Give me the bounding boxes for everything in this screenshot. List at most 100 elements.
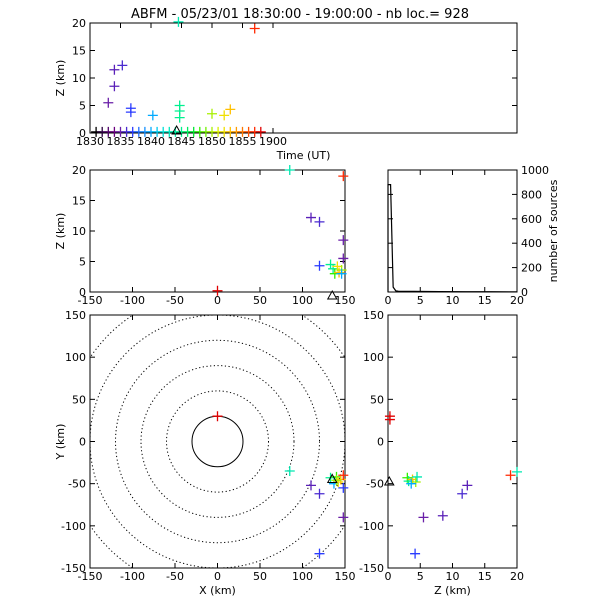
- z_y_view-xtick-label: 0: [385, 570, 392, 583]
- time_height-xtick-label: 1830: [76, 135, 104, 148]
- x_height-ytick-label: 0: [79, 286, 86, 299]
- time_height-ylabel: Z (km): [54, 60, 67, 97]
- z_y_view-ytick-label: -50: [366, 478, 384, 491]
- time_height-frame: [89, 22, 518, 134]
- time_height-xtick-label: 1900: [259, 135, 287, 148]
- z-y-view-point: [410, 548, 421, 559]
- z-y-view-point: [412, 471, 423, 482]
- plan_view-ytick-label: 0: [79, 436, 86, 449]
- time-height-point: [117, 60, 128, 71]
- time_height-ytick-label: 0: [79, 127, 86, 140]
- ground-station-marker: [171, 124, 182, 135]
- z_y_view-xtick-label: 10: [446, 570, 460, 583]
- plan-view-point: [314, 488, 325, 499]
- x_height-ylabel: Z (km): [54, 213, 67, 250]
- plan-view-point: [338, 470, 349, 481]
- plan_view-xtick-label: -50: [166, 570, 184, 583]
- x-height-point: [338, 253, 349, 264]
- x_height-frame: [89, 169, 346, 293]
- time-height-point: [109, 81, 120, 92]
- plan-view-point: [338, 512, 349, 523]
- plan_view-ytick-label: -100: [61, 520, 86, 533]
- x-height-point: [306, 212, 316, 223]
- plan_view-ytick-label: -50: [68, 478, 86, 491]
- plan_view-xtick-label: 150: [335, 570, 356, 583]
- z-y-view-point: [505, 470, 516, 481]
- z-y-view-point: [512, 466, 522, 477]
- x_height-xtick-label: 0: [214, 294, 221, 307]
- time-height-point: [225, 104, 236, 115]
- z_y_view-xtick-label: 20: [510, 570, 524, 583]
- plan_view-xtick-label: 100: [292, 570, 313, 583]
- plan_view-ytick-label: 100: [65, 351, 86, 364]
- time-height-point: [174, 112, 185, 123]
- time_height-ytick-label: 15: [72, 45, 86, 58]
- time_height-xtick-label: 1850: [198, 135, 226, 148]
- time_height-ytick-label: 20: [72, 17, 86, 30]
- time_height-xtick-label: 1845: [168, 135, 196, 148]
- ground-station-marker: [326, 473, 338, 483]
- range-ring: [115, 339, 320, 544]
- z_y_view-frame: [387, 314, 518, 569]
- x-height-point: [284, 165, 295, 175]
- time_height-ytick-label: 5: [79, 100, 86, 113]
- z_y_view-ytick-label: 0: [377, 436, 384, 449]
- time-height-point: [103, 97, 114, 108]
- height_histogram-xtick-label: 20: [510, 294, 524, 307]
- z_y_view-ytick-label: 50: [370, 393, 384, 406]
- z-y-view-point: [437, 510, 448, 521]
- height_histogram-xtick-label: 10: [446, 294, 460, 307]
- z_y_view-xtick-label: 15: [478, 570, 492, 583]
- plan-view-point: [314, 548, 325, 559]
- z_y_view-xlabel: Z (km): [434, 584, 471, 597]
- time_height-xtick-label: 1855: [229, 135, 257, 148]
- z-y-view-point: [410, 476, 421, 487]
- x_height-xtick-label: -100: [120, 294, 145, 307]
- range-ring: [191, 415, 244, 468]
- z_y_view-ytick-label: -150: [359, 562, 384, 575]
- ground-station-marker: [326, 289, 338, 300]
- x-height-point: [336, 268, 347, 279]
- height_histogram-ytick-label: 400: [521, 237, 542, 250]
- height_histogram-xtick-label: 5: [417, 294, 424, 307]
- time-height-point: [207, 108, 217, 119]
- plan_view-ytick-label: -150: [61, 562, 86, 575]
- x-height-point: [338, 235, 349, 246]
- time-height-point: [255, 126, 266, 137]
- plan_view-ytick-label: 150: [65, 309, 86, 322]
- x-height-point: [338, 171, 349, 182]
- x-height-point: [212, 285, 223, 296]
- plan_view-xtick-label: 0: [214, 570, 221, 583]
- plan_view-frame: [89, 314, 346, 569]
- x-height-point: [325, 259, 336, 270]
- plan_view-ylabel: Y (km): [54, 424, 67, 461]
- plan-view-point: [338, 482, 349, 493]
- height_histogram-ytick-label: 1000: [521, 164, 549, 177]
- x-height-point: [328, 263, 339, 274]
- x_height-ytick-label: 20: [72, 164, 86, 177]
- time-height-point: [109, 64, 120, 75]
- x-height-point: [314, 216, 325, 227]
- plan-view-point: [284, 466, 295, 477]
- plan-view-point: [331, 475, 342, 486]
- plan-view-point: [306, 480, 316, 491]
- x_height-xtick-label: -150: [78, 294, 103, 307]
- time_height-xtick-label: 1835: [107, 135, 135, 148]
- range-ring: [166, 390, 269, 493]
- x_height-ytick-label: 5: [79, 256, 86, 269]
- x_height-ytick-label: 15: [72, 195, 86, 208]
- height_histogram-xtick-label: 0: [385, 294, 392, 307]
- range-ring: [90, 315, 345, 568]
- range-ring: [140, 365, 295, 518]
- time_height-ytick-label: 10: [72, 72, 86, 85]
- height_histogram-ytick-label: 600: [521, 213, 542, 226]
- height_histogram-xtick-label: 15: [478, 294, 492, 307]
- time-height-point: [249, 23, 260, 34]
- x_height-xtick-label: -50: [166, 294, 184, 307]
- z-y-view-point: [406, 478, 417, 489]
- time_height-xtick-label: 1840: [137, 135, 165, 148]
- time-height-point: [173, 16, 184, 27]
- x-height-point: [334, 267, 345, 278]
- z-y-view-point: [418, 512, 429, 523]
